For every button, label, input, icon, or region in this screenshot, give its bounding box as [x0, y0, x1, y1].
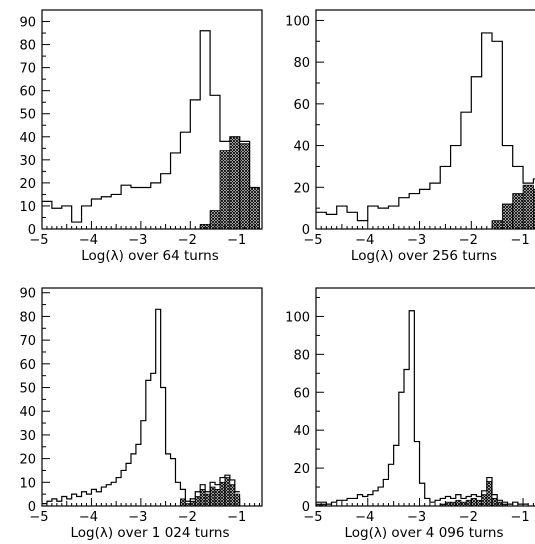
hatched-bar: [180, 498, 186, 507]
histogram-outline: [316, 32, 535, 222]
hatched-bar: [249, 187, 260, 230]
hatched-bar: [234, 493, 241, 507]
hatched-bar: [481, 494, 488, 507]
plot-frame: [315, 9, 535, 230]
hatched-bar: [470, 498, 477, 507]
plot-frame: [315, 287, 535, 507]
hatched-bar: [229, 136, 241, 230]
y-tick-label: 30: [19, 154, 36, 169]
plot-frame: [41, 9, 263, 230]
x-tick-label: −4: [79, 233, 98, 248]
y-tick-label: 60: [293, 98, 310, 113]
chart-panel: −5 −4 −3 −2 −1 0 10 20 30 40 50 60 70 80 90 Log(λ) over…: [19, 9, 263, 264]
hatched-bar: [522, 184, 534, 230]
x-tick-label: −1: [510, 510, 529, 525]
y-tick-label: 20: [19, 177, 36, 192]
y-tick-label: 40: [293, 140, 310, 155]
x-tick-label: −3: [128, 233, 147, 248]
y-tick-label: 60: [19, 85, 36, 100]
y-tick-label: 80: [293, 56, 310, 71]
chart-panel: −5 −4 −3 −2 −1 0 20 40 60 80 100 Log(λ) over 4 096 …: [285, 287, 535, 541]
y-tick-label: 10: [19, 476, 36, 491]
hatched-bar: [491, 498, 498, 507]
hatched-bar: [224, 477, 231, 507]
x-tick-label: −5: [303, 233, 322, 248]
hatched-bar: [501, 203, 514, 230]
y-tick-label: 0: [302, 500, 310, 515]
hatched-bar: [204, 493, 211, 507]
hatched-bar: [219, 481, 226, 507]
x-tick-label: −5: [29, 510, 48, 525]
y-tick-label: 90: [19, 16, 36, 31]
hatched-bar: [239, 143, 251, 230]
x-axis-title: Log(λ) over 1 024 turns: [70, 525, 229, 541]
y-tick-label: 80: [293, 348, 310, 363]
x-axis-title: Log(λ) over 256 turns: [351, 248, 497, 264]
hatched-bar: [476, 499, 483, 507]
y-tick-label: 60: [19, 358, 36, 373]
chart-panel: −5 −4 −3 −2 −1 0 10 20 30 40 50 60 70 80 90 Log(λ) over…: [19, 287, 263, 541]
y-tick-label: 10: [19, 200, 36, 215]
y-tick-label: 40: [19, 131, 36, 146]
x-tick-label: −4: [355, 510, 374, 525]
y-tick-label: 90: [19, 287, 36, 302]
x-tick-label: −3: [128, 510, 147, 525]
hatched-bar: [219, 150, 231, 230]
x-tick-label: −3: [407, 233, 426, 248]
y-tick-label: 80: [19, 39, 36, 54]
y-tick-label: 20: [293, 462, 310, 477]
y-tick-label: 100: [285, 310, 310, 325]
x-tick-label: −5: [303, 510, 322, 525]
x-tick-label: −3: [407, 510, 426, 525]
x-tick-label: −2: [459, 510, 478, 525]
chart-panel: −5 −4 −3 −2 −1 0 20 40 60 80 100 Log(λ) over 256 tu…: [285, 9, 535, 264]
histogram-outline: [42, 308, 240, 505]
x-axis-title: Log(λ) over 4 096 turns: [344, 525, 503, 541]
y-tick-label: 0: [302, 223, 310, 238]
x-tick-label: −4: [355, 233, 374, 248]
x-axis-title: Log(λ) over 64 turns: [81, 248, 219, 264]
x-tick-label: −2: [178, 233, 197, 248]
y-tick-label: 80: [19, 310, 36, 325]
hatched-bar: [189, 500, 196, 507]
x-tick-label: −2: [459, 233, 478, 248]
y-tick-label: 100: [285, 14, 310, 29]
y-tick-label: 60: [293, 386, 310, 401]
hatched-bar: [512, 193, 524, 230]
y-tick-label: 20: [293, 181, 310, 196]
y-tick-label: 70: [19, 62, 36, 77]
y-tick-label: 70: [19, 334, 36, 349]
y-tick-label: 30: [19, 429, 36, 444]
y-tick-label: 40: [293, 424, 310, 439]
x-tick-label: −4: [79, 510, 98, 525]
y-tick-label: 0: [28, 223, 36, 238]
y-tick-label: 50: [19, 382, 36, 397]
histogram-outline: [316, 310, 529, 505]
y-tick-label: 40: [19, 405, 36, 420]
y-tick-label: 20: [19, 453, 36, 468]
hatched-bar: [486, 480, 493, 507]
hatched-bar: [214, 489, 221, 507]
hatched-bar: [455, 499, 462, 507]
hatched-bar: [229, 484, 236, 507]
x-tick-label: −1: [227, 233, 246, 248]
x-tick-label: −5: [29, 233, 48, 248]
hatched-bar: [465, 499, 472, 507]
x-tick-label: −1: [510, 233, 529, 248]
plot-frame: [41, 287, 263, 507]
hatched-bar: [194, 496, 201, 507]
y-tick-label: 50: [19, 108, 36, 123]
hatched-bar: [199, 489, 206, 507]
x-tick-label: −2: [178, 510, 197, 525]
histogram-outline: [42, 30, 260, 223]
x-tick-label: −1: [227, 510, 246, 525]
hatched-bar: [209, 486, 216, 507]
y-tick-label: 0: [28, 500, 36, 515]
